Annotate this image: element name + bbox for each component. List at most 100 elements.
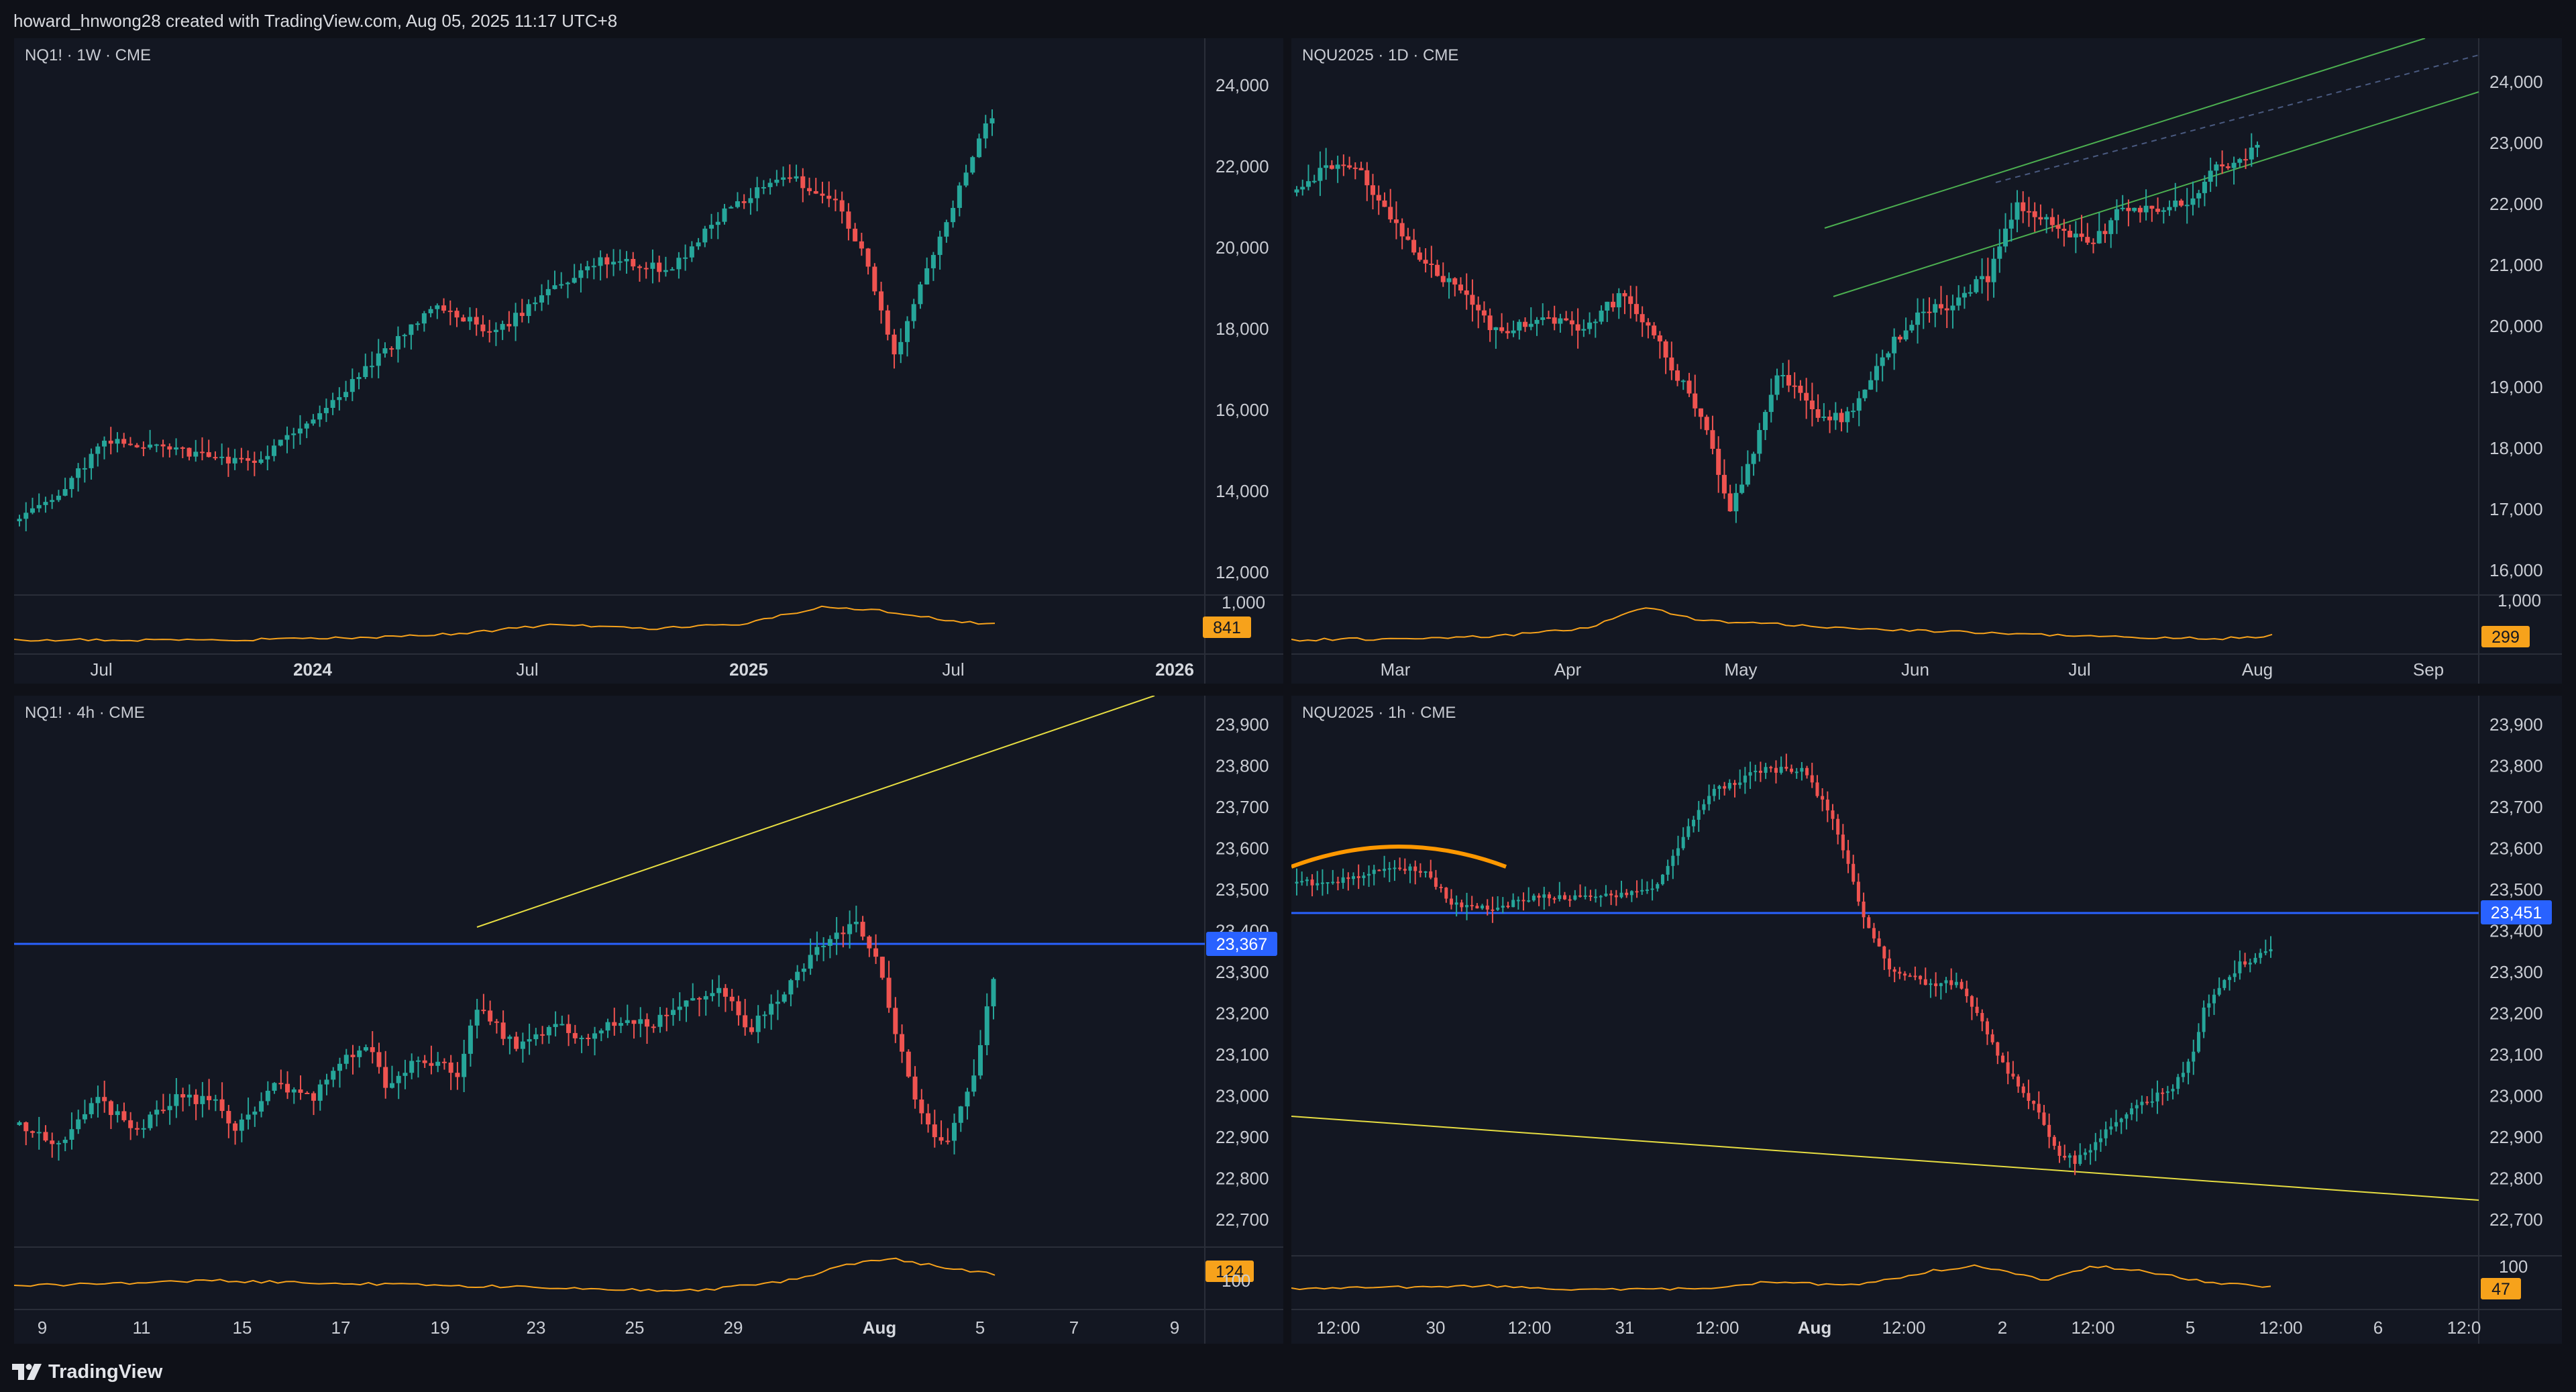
candle-body xyxy=(957,185,962,208)
candle-body xyxy=(944,222,949,237)
candle-body xyxy=(657,1014,663,1027)
tradingview-logo-icon xyxy=(12,1364,42,1380)
candle-body xyxy=(912,1076,918,1100)
candle-body xyxy=(2228,977,2232,980)
candle-body xyxy=(1628,296,1633,305)
time-axis-label: 30 xyxy=(1426,1318,1446,1338)
candle-body xyxy=(1435,264,1440,276)
candle-body xyxy=(1764,767,1768,773)
candle-body xyxy=(402,335,407,337)
candle-body xyxy=(265,1090,270,1102)
price-axis-label: 22,800 xyxy=(2489,1169,2543,1189)
candle-body xyxy=(553,1024,558,1027)
candle-body xyxy=(631,258,636,267)
candle-body xyxy=(1329,165,1334,169)
candle-body xyxy=(794,176,799,179)
candle-body xyxy=(1622,292,1627,297)
candle-body xyxy=(1587,322,1593,329)
candle-body xyxy=(1599,311,1604,322)
candle-body xyxy=(1758,770,1762,773)
candle-body xyxy=(552,285,557,289)
chart-panel-weekly[interactable]: 24,000 22,000 20,000 18,000 16,000 14,000 12,0… xyxy=(14,38,1283,684)
candle-body xyxy=(2104,1129,2108,1138)
candle-body xyxy=(1439,886,1443,888)
candle-body xyxy=(50,1140,55,1144)
candle-body xyxy=(167,1106,172,1110)
candle-body xyxy=(886,977,892,1008)
candle-body xyxy=(741,201,747,203)
price-axis-label: 23,000 xyxy=(1216,1086,1269,1106)
candle-body xyxy=(2088,1150,2092,1153)
chart-panel-1h[interactable]: 23,900 23,800 23,700 23,600 23,500 23,400 23,3… xyxy=(1291,696,2562,1344)
candle-body xyxy=(2114,1122,2118,1127)
time-axis-label: 6 xyxy=(2373,1318,2383,1338)
candle-body xyxy=(1712,788,1716,796)
candle-body xyxy=(1305,879,1309,881)
chart-canvas[interactable]: 24,000 23,000 22,000 21,000 20,000 19,000 18,0… xyxy=(1291,38,2562,684)
candle-body xyxy=(1581,329,1587,331)
candle-body xyxy=(2003,228,2008,247)
candle-body xyxy=(1985,1021,1989,1034)
candle-body xyxy=(1573,895,1577,900)
candle-body xyxy=(1872,928,1876,939)
candle-body xyxy=(89,1103,94,1114)
candle-body xyxy=(689,246,694,258)
candle-body xyxy=(36,504,42,508)
symbol-label: NQU2025 · 1D · CME xyxy=(1302,46,1459,64)
chart-canvas[interactable]: 23,90023,80023,70023,60023,50023,40023,3… xyxy=(1291,696,2562,1344)
candle-body xyxy=(847,924,853,934)
candle-body xyxy=(297,428,303,434)
time-axis-label: 11 xyxy=(133,1318,151,1338)
chart-canvas[interactable]: 24,000 22,000 20,000 18,000 16,000 14,000 12,0… xyxy=(14,38,1283,684)
candle-body xyxy=(937,236,943,256)
candle-body xyxy=(1851,411,1856,413)
candle-body xyxy=(2208,170,2213,182)
candle-body xyxy=(356,377,362,380)
candle-body xyxy=(2165,1091,2169,1093)
candle-body xyxy=(95,1097,101,1104)
candle-body xyxy=(612,1022,617,1026)
price-axis-label: 23,300 xyxy=(2489,962,2543,982)
tradingview-logo[interactable]: TradingView xyxy=(12,1352,162,1392)
candle-body xyxy=(2027,1093,2031,1102)
candle-body xyxy=(1792,385,1797,387)
chart-panel-4h[interactable]: 23,900 23,800 23,700 23,600 23,500 23,400 23,3… xyxy=(14,696,1283,1344)
candle-body xyxy=(2212,994,2216,1004)
candle-body xyxy=(1660,874,1664,884)
price-axis-label: 20,000 xyxy=(1216,237,1269,258)
candle-body xyxy=(546,1026,551,1036)
candle-body xyxy=(134,1128,140,1130)
candle-body xyxy=(775,1002,780,1004)
candle-body xyxy=(2143,205,2149,213)
candle-body xyxy=(559,284,564,286)
candle-body xyxy=(879,291,884,311)
candle-body xyxy=(1968,292,1973,294)
candle-body xyxy=(2052,1136,2056,1146)
price-axis-label: 24,000 xyxy=(2489,72,2543,92)
time-axis-label: Aug xyxy=(863,1318,897,1338)
candle-body xyxy=(1364,170,1370,186)
candle-body xyxy=(885,310,890,335)
candle-body xyxy=(2073,233,2078,237)
candle-body xyxy=(1944,308,1949,311)
chart-canvas[interactable]: 23,90023,80023,70023,60023,50023,40023,3… xyxy=(14,696,1283,1344)
candle-body xyxy=(1594,896,1598,898)
candle-body xyxy=(2079,233,2084,237)
candle-body xyxy=(533,303,538,305)
time-axis-label: 2025 xyxy=(729,659,768,680)
candle-body xyxy=(926,1113,931,1125)
candle-body xyxy=(1827,416,1833,421)
candle-body xyxy=(1923,979,1927,985)
candle-body xyxy=(409,1061,415,1073)
candle-body xyxy=(1965,988,1969,996)
chart-panel-daily[interactable]: 24,000 23,000 22,000 21,000 20,000 19,000 18,0… xyxy=(1291,38,2562,684)
candle-body xyxy=(1733,492,1739,512)
candle-body xyxy=(272,445,277,456)
candle-body xyxy=(2055,225,2061,229)
candle-body xyxy=(598,1030,604,1034)
candle-body xyxy=(965,1091,970,1107)
candle-body xyxy=(617,261,623,263)
candle-body xyxy=(1927,311,1932,313)
candle-body xyxy=(2243,159,2249,161)
candle-body xyxy=(207,1095,212,1101)
